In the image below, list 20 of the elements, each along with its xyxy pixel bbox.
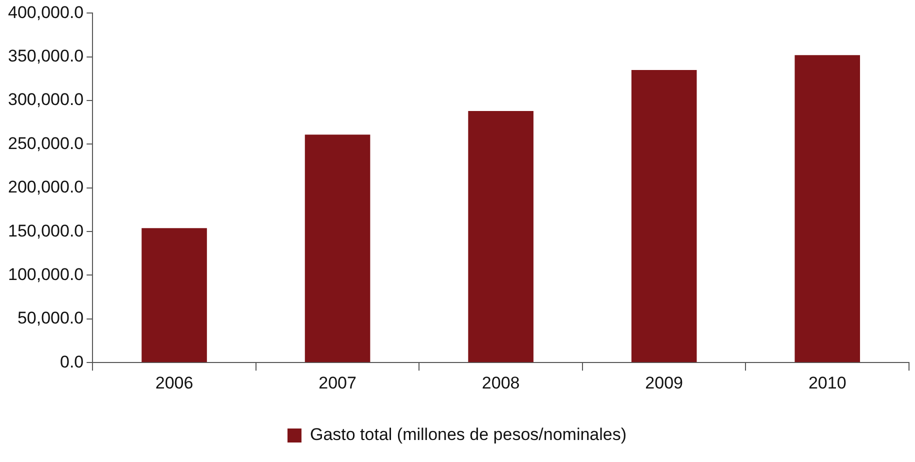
x-tick-label: 2007 xyxy=(318,373,356,392)
y-tick-label: 150,000.0 xyxy=(8,221,84,240)
legend-label: Gasto total (millones de pesos/nominales) xyxy=(310,425,627,444)
x-tick-label: 2006 xyxy=(155,373,194,392)
bar xyxy=(304,134,370,362)
bar xyxy=(468,111,534,362)
bar xyxy=(142,228,207,362)
y-tick-label: 50,000.0 xyxy=(17,308,84,328)
y-tick-label: 400,000.0 xyxy=(8,2,84,22)
y-tick-label: 0.0 xyxy=(60,352,84,372)
bar xyxy=(794,55,860,362)
y-tick-label: 200,000.0 xyxy=(8,178,84,197)
y-tick-label: 300,000.0 xyxy=(8,90,84,110)
x-tick-label: 2008 xyxy=(482,373,520,392)
bar xyxy=(631,70,697,362)
x-tick-label: 2009 xyxy=(645,373,684,392)
y-tick-label: 350,000.0 xyxy=(8,46,84,66)
x-tick-label: 2010 xyxy=(808,373,846,392)
y-tick-label: 100,000.0 xyxy=(8,264,84,284)
y-tick-label: 250,000.0 xyxy=(8,134,84,153)
